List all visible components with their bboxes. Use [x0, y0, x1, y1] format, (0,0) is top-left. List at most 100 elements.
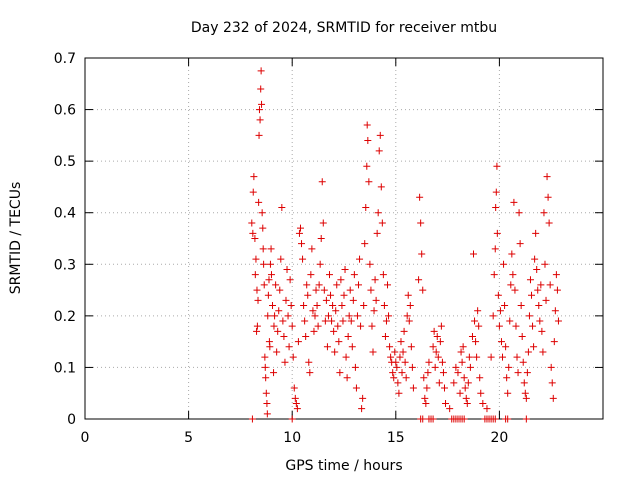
data-point: [435, 379, 443, 387]
data-point: [542, 296, 550, 304]
data-point: [513, 353, 521, 361]
data-point: [304, 291, 312, 299]
data-point: [320, 286, 328, 294]
data-point: [514, 369, 522, 377]
data-point: [462, 394, 470, 402]
data-point: [540, 209, 548, 217]
data-point: [253, 327, 261, 335]
data-point: [541, 260, 549, 268]
data-point: [472, 338, 480, 346]
data-point: [296, 224, 304, 232]
data-point: [394, 379, 402, 387]
data-point: [317, 235, 325, 242]
data-point: [432, 348, 440, 356]
data-point: [371, 276, 379, 284]
x-tick-label: 10: [283, 430, 301, 446]
data-point: [406, 302, 414, 310]
data-point: [267, 271, 275, 279]
axis-ticks: 0 5 10 15 20 0 0.1 0.2 0.3 0.4 0.5 0.6 0.7: [54, 51, 603, 446]
data-point: [338, 302, 346, 310]
data-point: [522, 394, 530, 402]
data-point: [358, 405, 366, 413]
data-point: [544, 193, 552, 201]
data-point: [250, 173, 258, 181]
data-point: [251, 235, 259, 242]
data-point: [386, 343, 394, 351]
data-point: [248, 219, 256, 227]
y-tick-label: 0.5: [54, 154, 76, 170]
x-tick-label: 0: [81, 430, 90, 446]
data-point: [457, 348, 465, 356]
data-point: [535, 302, 543, 310]
data-point: [264, 312, 272, 320]
data-point: [375, 147, 383, 155]
data-point: [376, 131, 384, 139]
data-point: [253, 322, 261, 330]
data-point: [418, 250, 426, 258]
data-point: [292, 400, 300, 408]
data-point: [369, 348, 377, 356]
data-point: [492, 188, 500, 196]
data-point: [335, 338, 343, 346]
data-point: [255, 106, 263, 114]
data-point: [362, 204, 370, 212]
data-point: [374, 209, 382, 217]
data-point: [311, 312, 319, 320]
data-point: [294, 338, 302, 346]
data-point: [306, 369, 314, 377]
data-point: [360, 302, 368, 310]
data-point: [264, 291, 272, 299]
data-point: [495, 322, 503, 330]
data-point: [502, 343, 510, 351]
data-point: [365, 178, 373, 186]
data-point: [300, 302, 308, 310]
data-point: [407, 343, 415, 351]
data-point: [334, 322, 342, 330]
data-point: [554, 317, 562, 325]
data-point: [255, 198, 263, 206]
data-point: [545, 219, 553, 227]
data-point: [372, 296, 380, 304]
data-point: [337, 276, 345, 284]
data-point: [397, 338, 405, 346]
data-point: [278, 204, 286, 212]
data-points: [248, 67, 562, 423]
data-point: [303, 281, 311, 289]
data-point: [429, 415, 437, 423]
data-point: [312, 286, 320, 294]
data-point: [523, 369, 531, 377]
data-point: [321, 317, 329, 325]
data-point: [396, 353, 404, 361]
data-point: [361, 240, 369, 248]
data-point: [537, 281, 545, 289]
data-point: [536, 317, 544, 325]
data-point: [526, 276, 534, 284]
data-point: [483, 405, 491, 413]
data-point: [299, 255, 307, 263]
plot-frame: [84, 57, 604, 420]
data-point: [290, 384, 298, 392]
data-point: [477, 389, 485, 397]
y-axis-label: SRMTID / TECUs: [8, 182, 24, 295]
data-point: [307, 271, 315, 279]
data-point: [474, 307, 482, 315]
data-point: [492, 204, 500, 212]
data-point: [328, 317, 336, 325]
y-tick-label: 0.4: [54, 206, 76, 222]
data-point: [379, 271, 387, 279]
y-tick-label: 0.2: [54, 309, 76, 325]
data-point: [280, 332, 288, 340]
data-point: [512, 322, 520, 330]
data-point: [493, 162, 501, 170]
data-point: [343, 374, 351, 382]
data-point: [522, 415, 530, 423]
y-tick-label: 0.3: [54, 257, 76, 273]
data-point: [438, 358, 446, 366]
y-tick-label: 0.6: [54, 103, 76, 119]
data-point: [442, 400, 450, 408]
data-point: [382, 317, 390, 325]
data-point: [401, 358, 409, 366]
data-point: [357, 322, 365, 330]
data-point: [263, 400, 271, 408]
